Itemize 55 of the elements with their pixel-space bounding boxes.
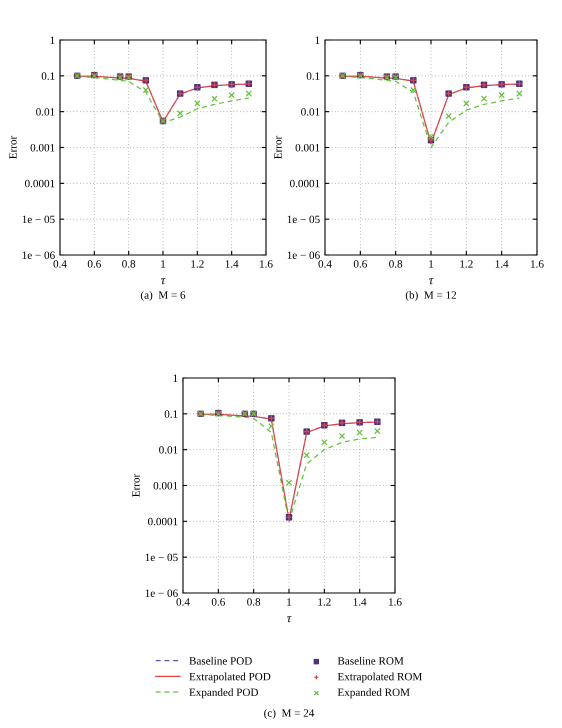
y-tick-label: 0.001	[296, 144, 320, 152]
x-tick-label: 0.6	[212, 598, 225, 606]
x-tick-label: 0.4	[53, 260, 67, 268]
x-tick-label: 0.8	[122, 260, 136, 268]
legend-label: Baseline ROM	[338, 656, 404, 665]
x-tick-label: 1	[429, 260, 434, 268]
x-tick-label: 1.4	[354, 598, 366, 606]
x-tick-label: 1.4	[496, 260, 508, 268]
x-tick-label: 0.8	[389, 260, 402, 268]
x-tick-label: 1.6	[389, 598, 402, 606]
legend-label: Extrapolated POD	[189, 672, 270, 683]
x-tick-label: 1.6	[531, 260, 544, 268]
y-tick-label: 0.1	[164, 410, 178, 418]
text: (c) M = 24	[264, 708, 314, 720]
y-tick-label: 1e − 06	[146, 589, 178, 597]
y-tick-label: 0.01	[36, 108, 54, 116]
y-tick-label: 0.0001	[290, 180, 320, 188]
x-tick-label: 1.4	[226, 260, 238, 268]
legend-label: Extrapolated ROM	[338, 672, 422, 683]
y-tick-label: 1e − 05	[146, 554, 178, 562]
x-tick-label: 0.6	[354, 260, 367, 268]
y-axis-title: Error	[132, 474, 140, 497]
legend-label: Expanded POD	[189, 688, 258, 698]
x-tick-label: 0.4	[318, 260, 332, 268]
x-tick-label: 1.2	[191, 260, 204, 268]
x-tick-label: 1.2	[318, 598, 331, 606]
text: (a) M = 6	[140, 290, 186, 302]
y-tick-label: 0.1	[42, 72, 54, 80]
y-tick-label: 0.001	[30, 144, 54, 152]
y-tick-label: 0.1	[306, 72, 320, 80]
text: (b) M = 12	[406, 290, 456, 302]
x-tick-label: 0.4	[176, 598, 190, 606]
y-axis-title: Error	[9, 136, 17, 159]
y-tick-label: 0.01	[301, 108, 320, 116]
y-tick-label: 0.0001	[148, 518, 178, 526]
y-tick-label: 1	[316, 36, 320, 44]
x-axis-title: τ	[287, 616, 292, 622]
legend-label: Baseline POD	[189, 656, 252, 665]
y-tick-label: 1e − 06	[22, 251, 55, 259]
x-axis-title: τ	[161, 278, 166, 284]
y-tick-label: 1	[174, 374, 178, 382]
y-tick-label: 1	[50, 36, 54, 44]
y-tick-label: 1e − 06	[288, 251, 320, 259]
x-tick-label: 1.6	[260, 260, 273, 268]
y-tick-label: 0.001	[154, 482, 178, 490]
y-tick-label: 1e − 05	[22, 216, 55, 224]
x-tick-label: 0.8	[247, 598, 260, 606]
y-axis-title: Error	[274, 136, 282, 159]
x-tick-label: 1.2	[460, 260, 473, 268]
legend-label: Expanded ROM	[338, 688, 410, 698]
x-axis-title: τ	[429, 278, 434, 284]
y-tick-label: 0.0001	[25, 180, 54, 188]
y-tick-label: 1e − 05	[288, 216, 320, 224]
y-tick-label: 0.01	[159, 446, 178, 454]
x-tick-label: 0.6	[88, 260, 101, 268]
